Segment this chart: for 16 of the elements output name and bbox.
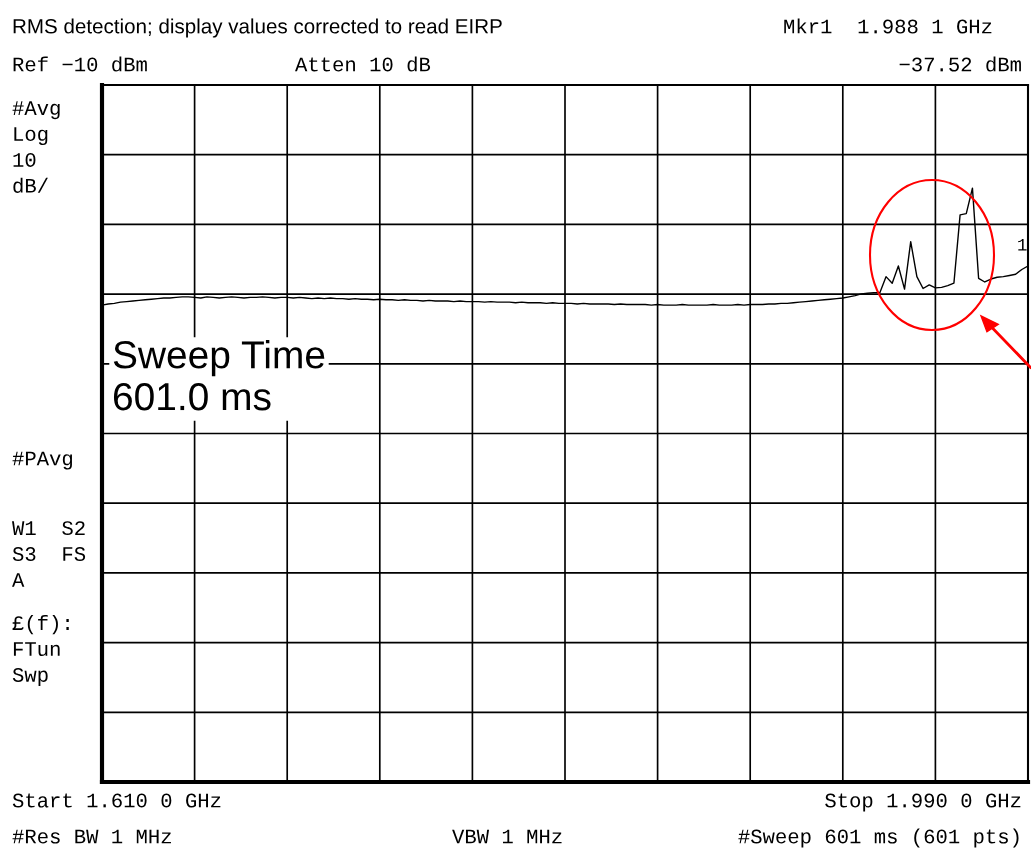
text: #PAvg — [12, 451, 72, 470]
text: RMS detection; display values corrected to read EIRP — [13, 18, 502, 38]
text: #Res BW 1 MHz — [12, 829, 171, 844]
text: #Avg Log 10 dB/ — [12, 101, 60, 193]
text: Start 1.610 0 GHz — [12, 793, 221, 808]
text: Atten 10 dB — [295, 56, 431, 72]
text: Ref −10 dBm — [13, 56, 147, 72]
text: Mkr1 1.988 1 GHz — [784, 18, 992, 34]
text: Stop 1.990 0 GHz — [825, 793, 1021, 812]
annotation: 1 — [1018, 239, 1027, 251]
text: #Sweep 601 ms (601 pts) — [738, 828, 1019, 848]
annotation: Sweep Time 601.0 ms — [113, 340, 325, 411]
text: VBW 1 MHz — [452, 829, 562, 844]
text: −37.52 dBm — [899, 56, 1021, 72]
text: W1 S2 S3 FS A — [12, 521, 86, 587]
text: £(f): FTun Swp — [12, 615, 69, 686]
